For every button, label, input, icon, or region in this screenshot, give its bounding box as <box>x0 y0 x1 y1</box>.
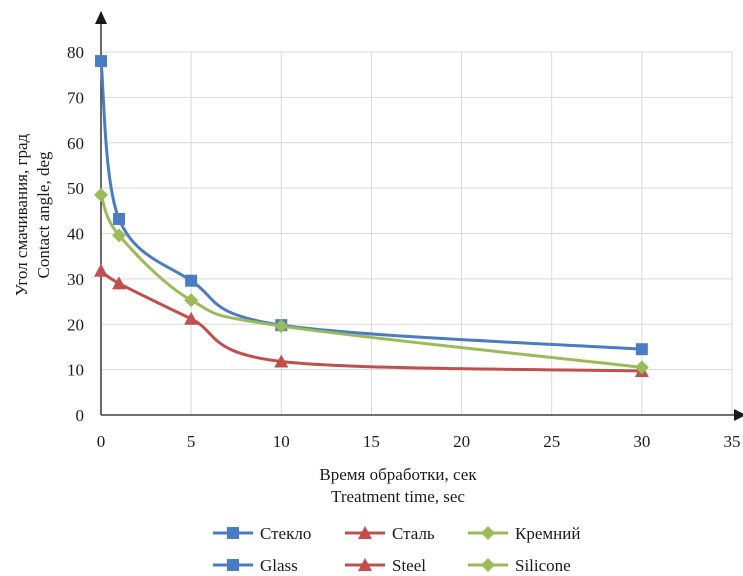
legend-item: Glass <box>213 556 298 575</box>
x-axis-arrow <box>734 409 743 421</box>
legend-label: Стекло <box>260 524 311 543</box>
series-line <box>99 60 642 351</box>
x-tick-label: 30 <box>633 432 650 451</box>
x-axis-title-alt: Treatment time, sec <box>331 487 465 506</box>
y-tick-label: 70 <box>67 88 84 107</box>
legend-marker <box>481 526 495 540</box>
data-point <box>113 212 126 225</box>
legend-item: Silicone <box>468 556 571 575</box>
x-tick-label: 35 <box>724 432 741 451</box>
y-tick-label: 40 <box>67 225 84 244</box>
legend-marker <box>227 527 239 539</box>
x-tick-label: 5 <box>187 432 196 451</box>
data-point <box>185 274 198 287</box>
data-point <box>634 360 649 375</box>
legend-marker <box>358 558 372 571</box>
y-tick-label: 50 <box>67 179 84 198</box>
data-point <box>112 228 127 243</box>
x-tick-label: 25 <box>543 432 560 451</box>
y-tick-label: 80 <box>67 43 84 62</box>
y-axis-title-alt: Contact angle, deg <box>34 151 53 278</box>
legend: Стекло Glass Сталь Steel Кремний Silicone <box>213 524 580 575</box>
data-point <box>184 311 199 325</box>
legend-label: Silicone <box>515 556 571 575</box>
data-point <box>94 187 108 202</box>
x-tick-label: 10 <box>273 432 290 451</box>
x-tick-label: 0 <box>97 432 106 451</box>
data-point <box>112 276 127 290</box>
y-tick-label: 60 <box>67 134 84 153</box>
data-point <box>95 55 107 68</box>
axes <box>95 11 743 421</box>
y-tick-label: 20 <box>67 315 84 334</box>
legend-label: Glass <box>260 556 298 575</box>
data-point <box>274 354 289 368</box>
x-tick-label: 15 <box>363 432 380 451</box>
x-tick-labels: 0 5 10 15 20 25 30 35 <box>97 432 741 451</box>
series-2 <box>94 187 649 375</box>
y-tick-label: 0 <box>76 406 85 425</box>
data-point <box>94 263 108 277</box>
y-axis-arrow <box>95 11 107 24</box>
legend-marker <box>227 559 239 571</box>
legend-item: Сталь <box>345 524 435 543</box>
legend-marker <box>481 558 495 572</box>
y-tick-labels: 0 10 20 30 40 50 60 70 80 <box>67 43 84 425</box>
data-point <box>184 293 199 308</box>
y-axis-title: Угол смачивания, град <box>12 133 31 296</box>
x-tick-label: 20 <box>453 432 470 451</box>
data-point <box>274 319 289 334</box>
legend-item: Стекло <box>213 524 311 543</box>
series <box>94 55 649 377</box>
y-tick-label: 10 <box>67 361 84 380</box>
legend-item: Steel <box>345 556 426 575</box>
grid <box>101 51 733 415</box>
legend-label: Кремний <box>515 524 580 543</box>
legend-marker <box>358 526 372 539</box>
x-axis-title: Время обработки, сек <box>319 465 477 484</box>
legend-item: Кремний <box>468 524 580 543</box>
legend-label: Steel <box>392 556 426 575</box>
y-tick-label: 30 <box>67 270 84 289</box>
legend-label: Сталь <box>392 524 435 543</box>
data-point <box>635 343 648 356</box>
